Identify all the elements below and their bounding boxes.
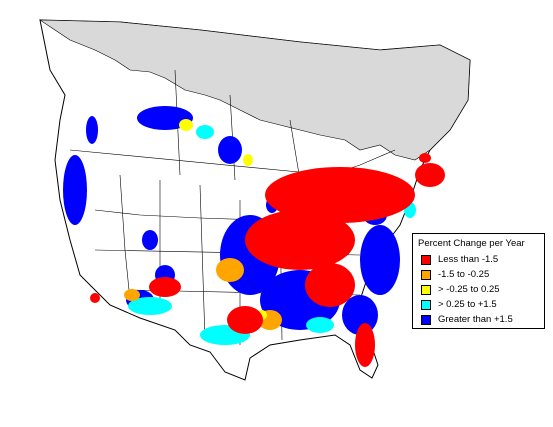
trend-red-regions bbox=[90, 153, 445, 367]
map-legend: Percent Change per Year Less than -1.5 -… bbox=[412, 233, 545, 329]
legend-swatch-blue bbox=[421, 315, 431, 325]
northern-no-data-region bbox=[38, 19, 471, 161]
legend-label: Greater than +1.5 bbox=[438, 314, 513, 325]
legend-swatch-orange bbox=[421, 270, 431, 280]
legend-swatch-red bbox=[421, 255, 431, 265]
legend-swatch-yellow bbox=[421, 285, 431, 295]
legend-label: -1.5 to -0.25 bbox=[438, 269, 490, 280]
legend-title: Percent Change per Year bbox=[418, 238, 525, 249]
legend-label: Less than -1.5 bbox=[438, 254, 499, 265]
legend-label: > -0.25 to 0.25 bbox=[438, 284, 500, 295]
trend-blue-regions bbox=[63, 106, 400, 335]
legend-label: > 0.25 to +1.5 bbox=[438, 299, 497, 310]
legend-swatch-cyan bbox=[421, 300, 431, 310]
